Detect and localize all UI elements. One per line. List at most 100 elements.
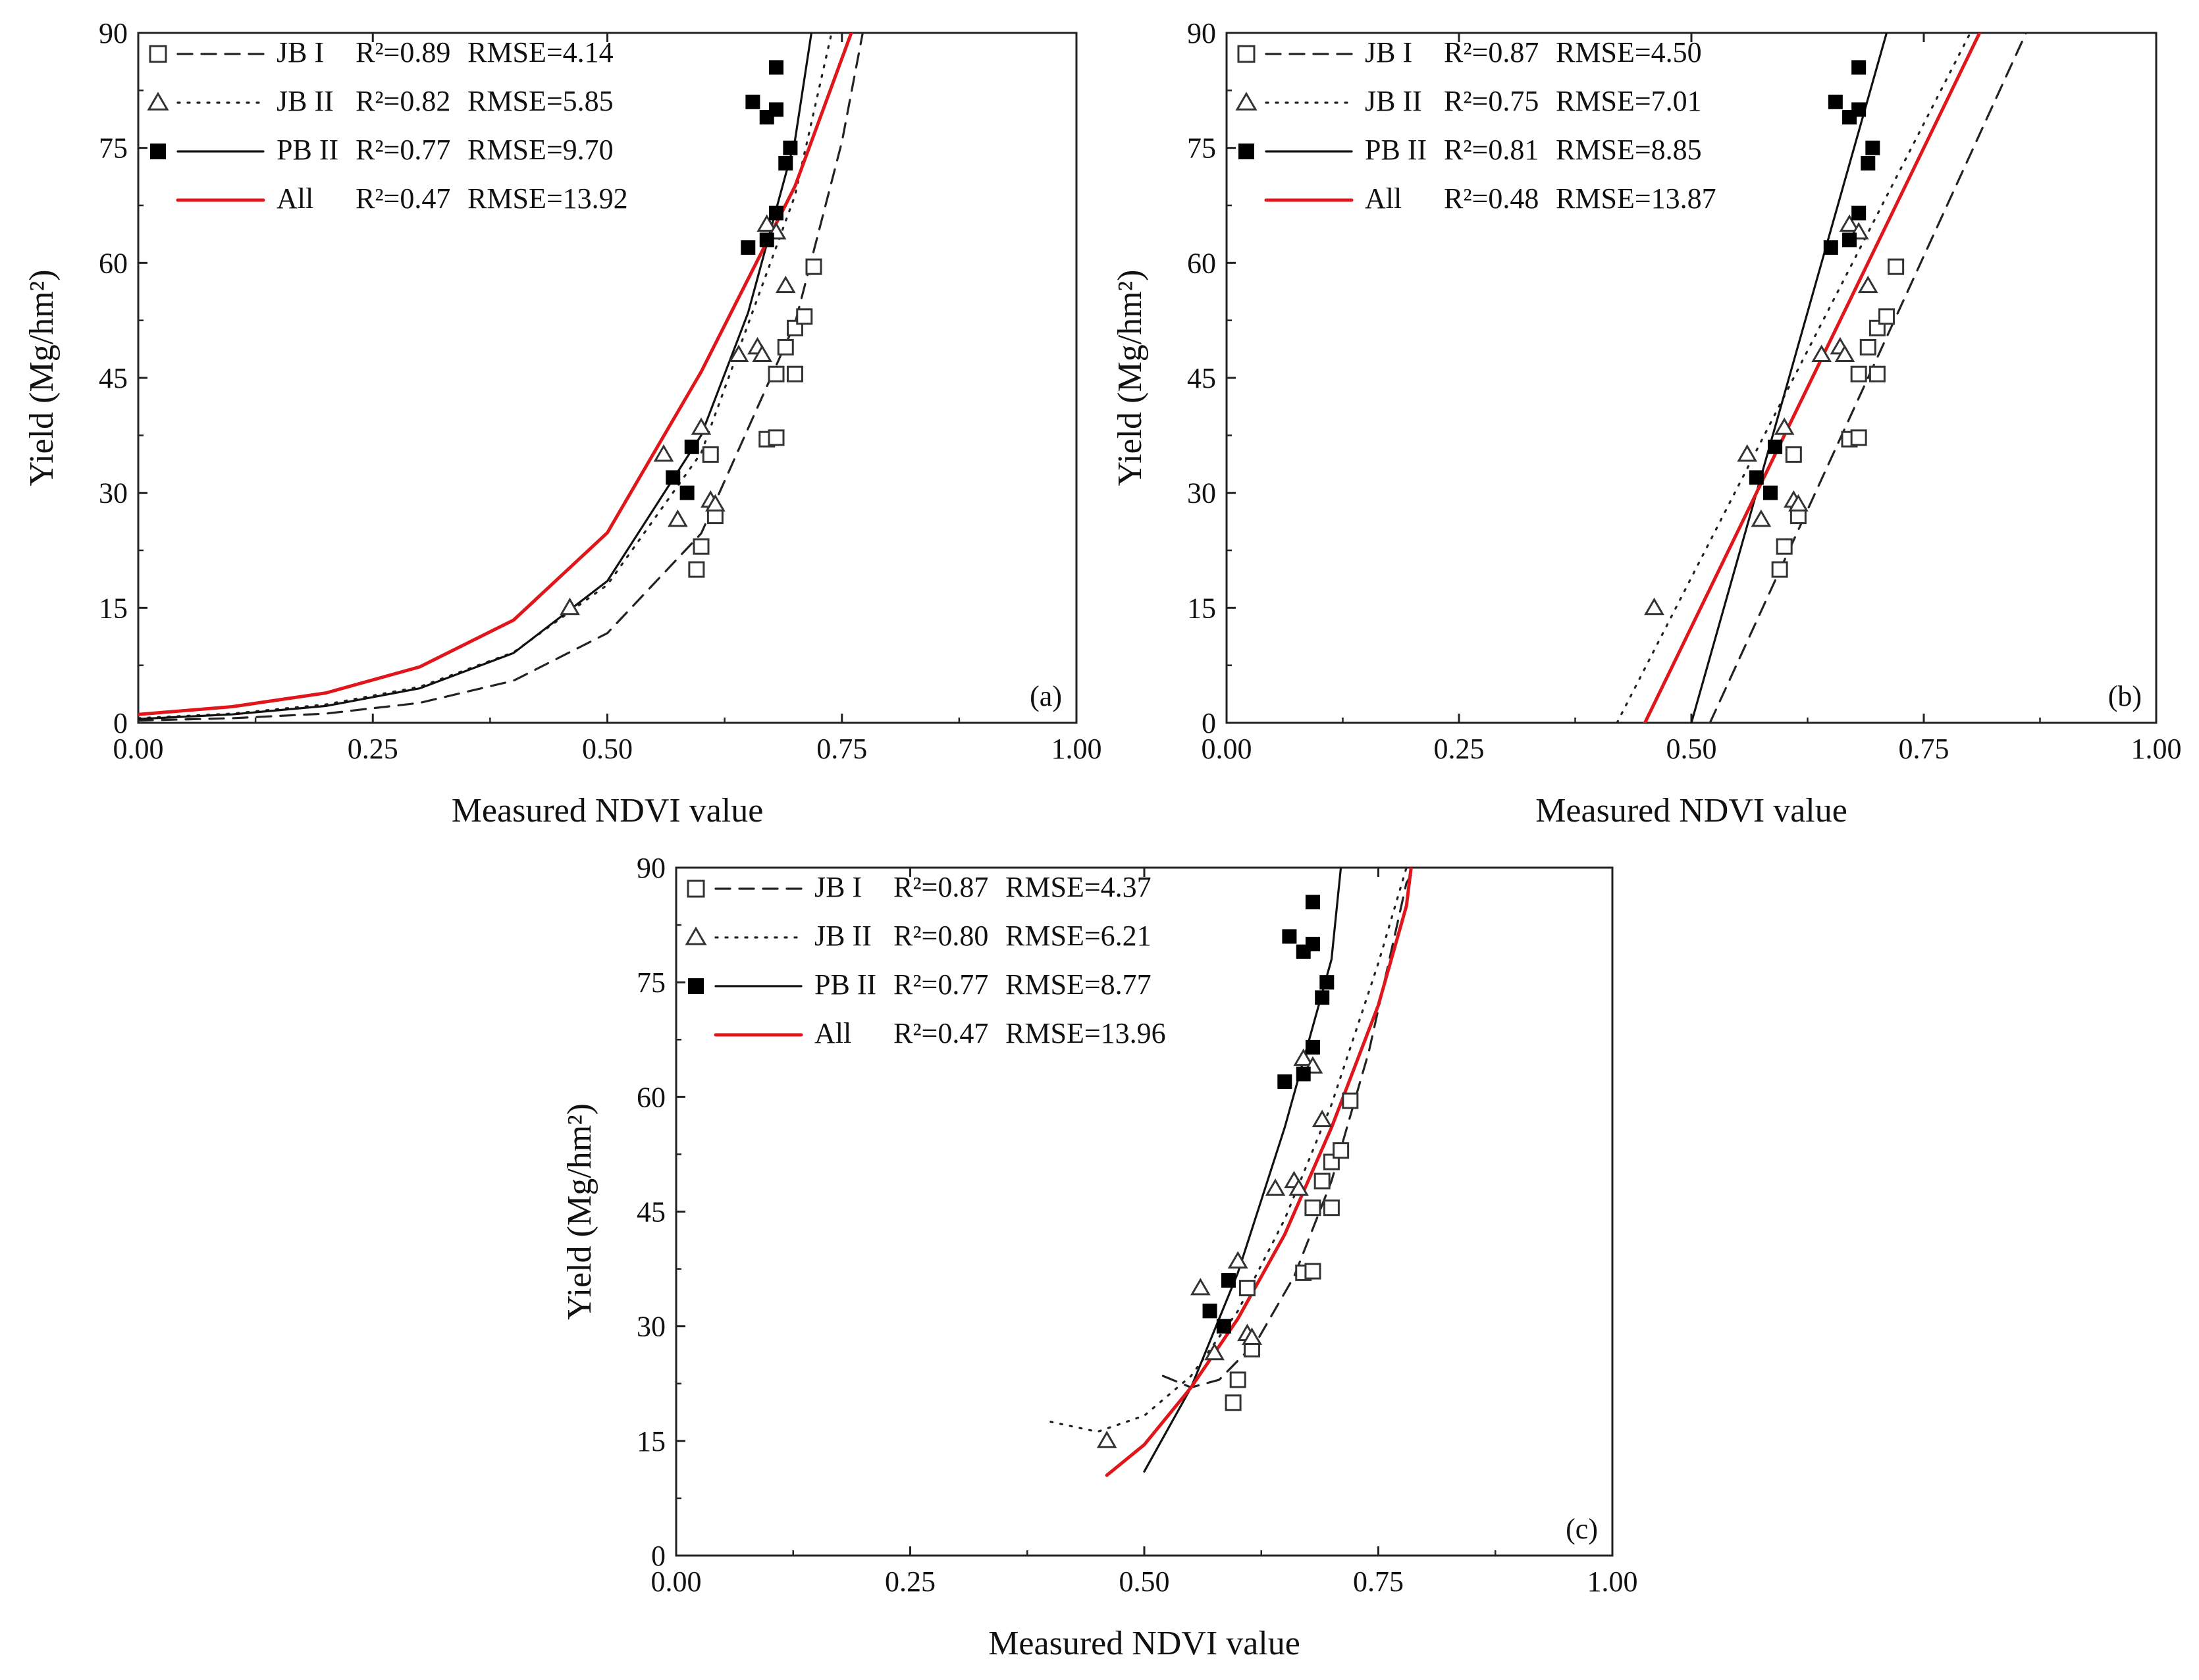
legend-label-jb2: JB II (814, 920, 872, 952)
data-point-jb1 (1229, 1371, 1246, 1388)
data-point-pb2 (1319, 975, 1335, 990)
fit-curves (1049, 868, 1417, 1477)
data-point-pb2 (1305, 1039, 1320, 1055)
y-tick-label: 15 (637, 1425, 666, 1457)
y-tick-label: 30 (1187, 477, 1216, 510)
data-point-jb2 (1190, 1278, 1211, 1296)
legend-marker-jb2 (685, 926, 707, 945)
observations (560, 60, 822, 616)
legend-r2-jb1: R²=0.87 (893, 871, 988, 903)
data-point-pb2 (1315, 990, 1330, 1005)
data-point-pb2 (1202, 1303, 1217, 1319)
data-point-jb1 (1785, 446, 1802, 463)
data-point-pb2 (1305, 895, 1320, 910)
y-tick-label: 75 (99, 132, 128, 165)
legend-label-jb1: JB I (1365, 36, 1412, 68)
data-point-jb1 (1888, 258, 1905, 275)
legend-label-pb2: PB II (277, 134, 338, 166)
y-tick-label: 90 (637, 852, 666, 884)
data-point-pb2 (1861, 155, 1876, 171)
data-point-jb1 (796, 308, 813, 325)
y-tick-label: 45 (637, 1196, 666, 1228)
legend-r2-pb2: R²=0.81 (1444, 134, 1539, 166)
data-point-pb2 (778, 155, 793, 171)
legend-label-jb1: JB I (814, 871, 862, 903)
y-tick-label: 90 (1187, 17, 1216, 49)
data-point-pb2 (684, 439, 699, 454)
data-point-jb2 (752, 344, 772, 362)
data-point-jb2 (653, 444, 674, 462)
data-point-pb2 (1842, 110, 1857, 125)
legend-label-pb2: PB II (814, 968, 876, 1001)
data-point-pb2 (1277, 1074, 1292, 1089)
data-point-pb2 (1749, 470, 1764, 485)
legend-r2-jb2: R²=0.82 (356, 85, 450, 117)
y-tick-label: 60 (637, 1081, 666, 1113)
y-tick-label: 30 (637, 1311, 666, 1343)
data-point-jb1 (1304, 1199, 1321, 1217)
data-point-jb2 (668, 509, 688, 527)
data-point-jb2 (1857, 275, 1878, 294)
data-point-pb2 (1763, 485, 1778, 500)
fit-line-jb1 (1709, 33, 2027, 723)
data-point-jb2 (1644, 597, 1664, 616)
data-point-jb2 (1751, 509, 1772, 527)
fit-curves (1616, 33, 2027, 723)
data-point-pb2 (745, 94, 760, 109)
legend-marker-jb2 (1235, 92, 1258, 111)
data-point-jb2 (1242, 1327, 1262, 1345)
legend-label-all: All (814, 1017, 851, 1049)
legend-label-jb2: JB II (1365, 85, 1422, 117)
legend-rmse-all: RMSE=13.96 (1005, 1017, 1166, 1049)
data-point-jb2 (1227, 1251, 1248, 1269)
legend-rmse-all: RMSE=13.87 (1556, 182, 1716, 215)
x-axis-title: Measured NDVI value (452, 792, 764, 829)
y-tick-label: 15 (99, 592, 128, 624)
x-tick-label: 0.75 (1353, 1565, 1404, 1598)
legend-r2-pb2: R²=0.77 (893, 968, 988, 1001)
data-point-pb2 (759, 232, 774, 248)
legend-marker-pb2 (1238, 144, 1254, 159)
chart-panel-c: 0.00 0.25 0.50 0.75 1.00 0 15 30 45 60 75 90 Measure… (561, 852, 1638, 1662)
data-point-jb1 (1776, 538, 1793, 555)
y-tick-label: 0 (113, 707, 128, 739)
fit-line-pb2 (138, 33, 813, 720)
data-point-jb2 (756, 214, 778, 232)
data-point-jb2 (705, 494, 726, 512)
data-point-jb1 (1850, 365, 1867, 382)
data-point-pb2 (1768, 439, 1783, 454)
data-point-pb2 (1842, 232, 1857, 248)
fit-line-jb1 (1161, 868, 1417, 1389)
data-point-jb2 (1834, 344, 1855, 362)
chart-panel-a: 0.00 0.25 0.50 0.75 1.00 0 15 30 45 60 75 90 Measure… (23, 17, 1102, 829)
data-point-jb1 (1859, 338, 1876, 355)
legend-label-jb2: JB II (277, 85, 334, 117)
data-point-jb1 (688, 561, 705, 578)
data-point-pb2 (679, 485, 695, 500)
data-point-jb2 (1811, 344, 1832, 362)
data-point-jb1 (1342, 1092, 1359, 1109)
fit-line-jb1 (138, 33, 864, 722)
legend-marker-jb2 (147, 92, 169, 111)
data-point-jb1 (1323, 1199, 1340, 1217)
legend-rmse-pb2: RMSE=8.85 (1556, 134, 1702, 166)
data-point-jb1 (1238, 1280, 1256, 1297)
data-point-jb1 (1313, 1172, 1331, 1190)
y-tick-label: 45 (1187, 362, 1216, 394)
x-tick-label: 0.75 (816, 733, 867, 765)
legend-r2-all: R²=0.47 (893, 1017, 988, 1049)
x-tick-label: 0.25 (348, 733, 398, 765)
legend-rmse-all: RMSE=13.92 (467, 182, 628, 215)
y-tick-label: 0 (651, 1540, 666, 1572)
x-tick-label: 0.50 (1666, 733, 1717, 765)
data-point-jb2 (1288, 1178, 1309, 1196)
legend-r2-pb2: R²=0.77 (356, 134, 450, 166)
panel-label: (c) (1566, 1513, 1598, 1545)
fit-line-pb2 (1143, 868, 1342, 1473)
x-tick-label: 0.25 (885, 1565, 936, 1598)
legend-label-all: All (277, 182, 313, 215)
data-point-jb2 (1096, 1431, 1117, 1448)
data-point-jb2 (1265, 1178, 1286, 1196)
data-point-jb2 (1737, 444, 1758, 462)
